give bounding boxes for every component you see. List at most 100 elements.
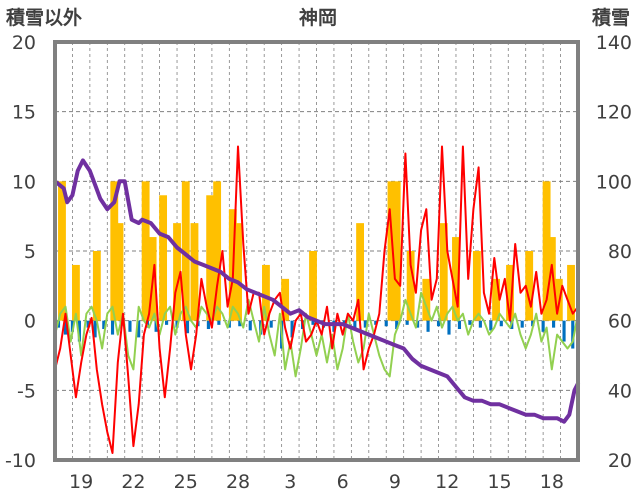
negative-bar — [468, 320, 472, 325]
precipitation-bar — [492, 278, 500, 321]
negative-bar — [489, 320, 493, 331]
negative-bar — [478, 320, 482, 328]
precipitation-bar — [542, 181, 551, 321]
precipitation-bar — [181, 181, 190, 321]
negative-bar — [165, 320, 169, 325]
precipitation-bar — [356, 223, 365, 321]
negative-bar — [128, 320, 132, 332]
precipitation-bar — [262, 264, 270, 321]
precipitation-bar — [392, 181, 401, 321]
precipitation-bar — [190, 223, 199, 321]
left-axis-ticks: 20 15 10 5 0 -5 -10 — [5, 32, 36, 472]
x-tick-label: 19 — [69, 471, 93, 493]
right-tick-label: 100 — [596, 171, 632, 193]
left-tick-label: 15 — [12, 102, 36, 124]
negative-bar — [311, 320, 315, 325]
precipitation-bar — [452, 237, 460, 321]
negative-bar — [541, 320, 545, 332]
negative-bar — [137, 320, 141, 338]
negative-bar — [154, 320, 158, 332]
x-tick-label: 18 — [540, 471, 564, 493]
chart-title: 神岡 — [299, 6, 337, 29]
right-tick-label: 120 — [596, 102, 632, 124]
left-axis-label: 積雪以外 — [6, 6, 82, 29]
x-tick-label: 3 — [284, 471, 296, 493]
left-tick-label: -5 — [17, 380, 36, 402]
negative-bar — [217, 320, 221, 325]
negative-bar — [353, 320, 357, 330]
negative-bar — [269, 320, 273, 328]
precipitation-bar — [115, 223, 124, 321]
precipitation-bar — [406, 251, 415, 321]
negative-bar — [238, 320, 242, 327]
negative-bar — [552, 320, 556, 328]
left-tick-label: 10 — [12, 171, 36, 193]
x-tick-label: 9 — [389, 471, 401, 493]
precipitation-bar — [387, 181, 396, 321]
x-tick-label: 25 — [174, 471, 198, 493]
gridlines — [55, 41, 578, 461]
negative-bar — [436, 320, 441, 327]
negative-bar — [531, 320, 535, 327]
precipitation-bar — [422, 278, 431, 321]
left-tick-label: 20 — [12, 32, 36, 54]
negative-bar — [457, 320, 462, 330]
negative-bar — [395, 320, 399, 330]
plot-border — [53, 40, 580, 462]
negative-bar — [185, 320, 190, 334]
negative-bar — [405, 320, 409, 325]
precipitation-bar — [234, 223, 242, 321]
negative-bar — [206, 320, 210, 330]
negative-bar — [416, 320, 420, 328]
right-tick-label: 140 — [596, 32, 632, 54]
precipitation-bar — [439, 223, 448, 321]
x-tick-label: 6 — [337, 471, 349, 493]
negative-bar — [93, 320, 97, 338]
right-tick-label: 20 — [608, 450, 632, 472]
negative-bar — [77, 320, 81, 342]
x-axis-ticks: 19 22 25 28 3 6 9 12 15 18 — [69, 471, 564, 493]
precipitation-bar — [525, 251, 534, 321]
precipitation-bar — [281, 278, 290, 321]
negative-bar — [571, 320, 575, 349]
right-tick-label: 60 — [608, 311, 632, 333]
precipitation-bar — [58, 181, 66, 321]
precipitation-bar — [141, 181, 150, 321]
negative-bar — [447, 320, 451, 335]
precipitation-bar — [567, 264, 575, 321]
negative-bar — [374, 320, 378, 325]
x-tick-label: 12 — [435, 471, 459, 493]
negative-bar — [110, 320, 115, 335]
negative-bar — [499, 320, 503, 327]
precipitation-bar — [547, 237, 556, 321]
series-lines — [53, 145, 580, 454]
left-tick-label: 5 — [24, 241, 36, 263]
precipitation-bar — [213, 181, 222, 321]
left-tick-label: 0 — [24, 311, 36, 333]
negative-bar — [363, 320, 367, 328]
precipitation-bar — [506, 264, 514, 321]
x-tick-label: 15 — [487, 471, 511, 493]
x-tick-label: 28 — [226, 471, 250, 493]
negative-bar — [520, 320, 524, 328]
precipitation-bar — [173, 223, 181, 321]
right-axis-label: 積雪 — [592, 6, 630, 29]
precipitation-bar — [309, 251, 317, 321]
precipitation-bar — [71, 264, 80, 321]
negative-bar — [332, 320, 336, 332]
negative-bar — [70, 320, 75, 332]
x-tick-label: 22 — [121, 471, 145, 493]
negative-bar — [86, 320, 90, 328]
right-axis-ticks: 140 120 100 80 60 40 20 — [596, 32, 632, 472]
negative-bar — [562, 320, 566, 342]
plot-area — [53, 40, 580, 462]
negative-bar — [63, 320, 68, 335]
precipitation-bar — [206, 195, 215, 321]
snow-depth-line — [53, 158, 580, 424]
negative-bar — [248, 320, 252, 331]
right-tick-label: 40 — [608, 380, 632, 402]
precipitation-bars — [58, 181, 575, 321]
negative-bar — [384, 320, 388, 327]
negative-bar — [426, 320, 430, 332]
precipitation-bar — [472, 251, 481, 321]
